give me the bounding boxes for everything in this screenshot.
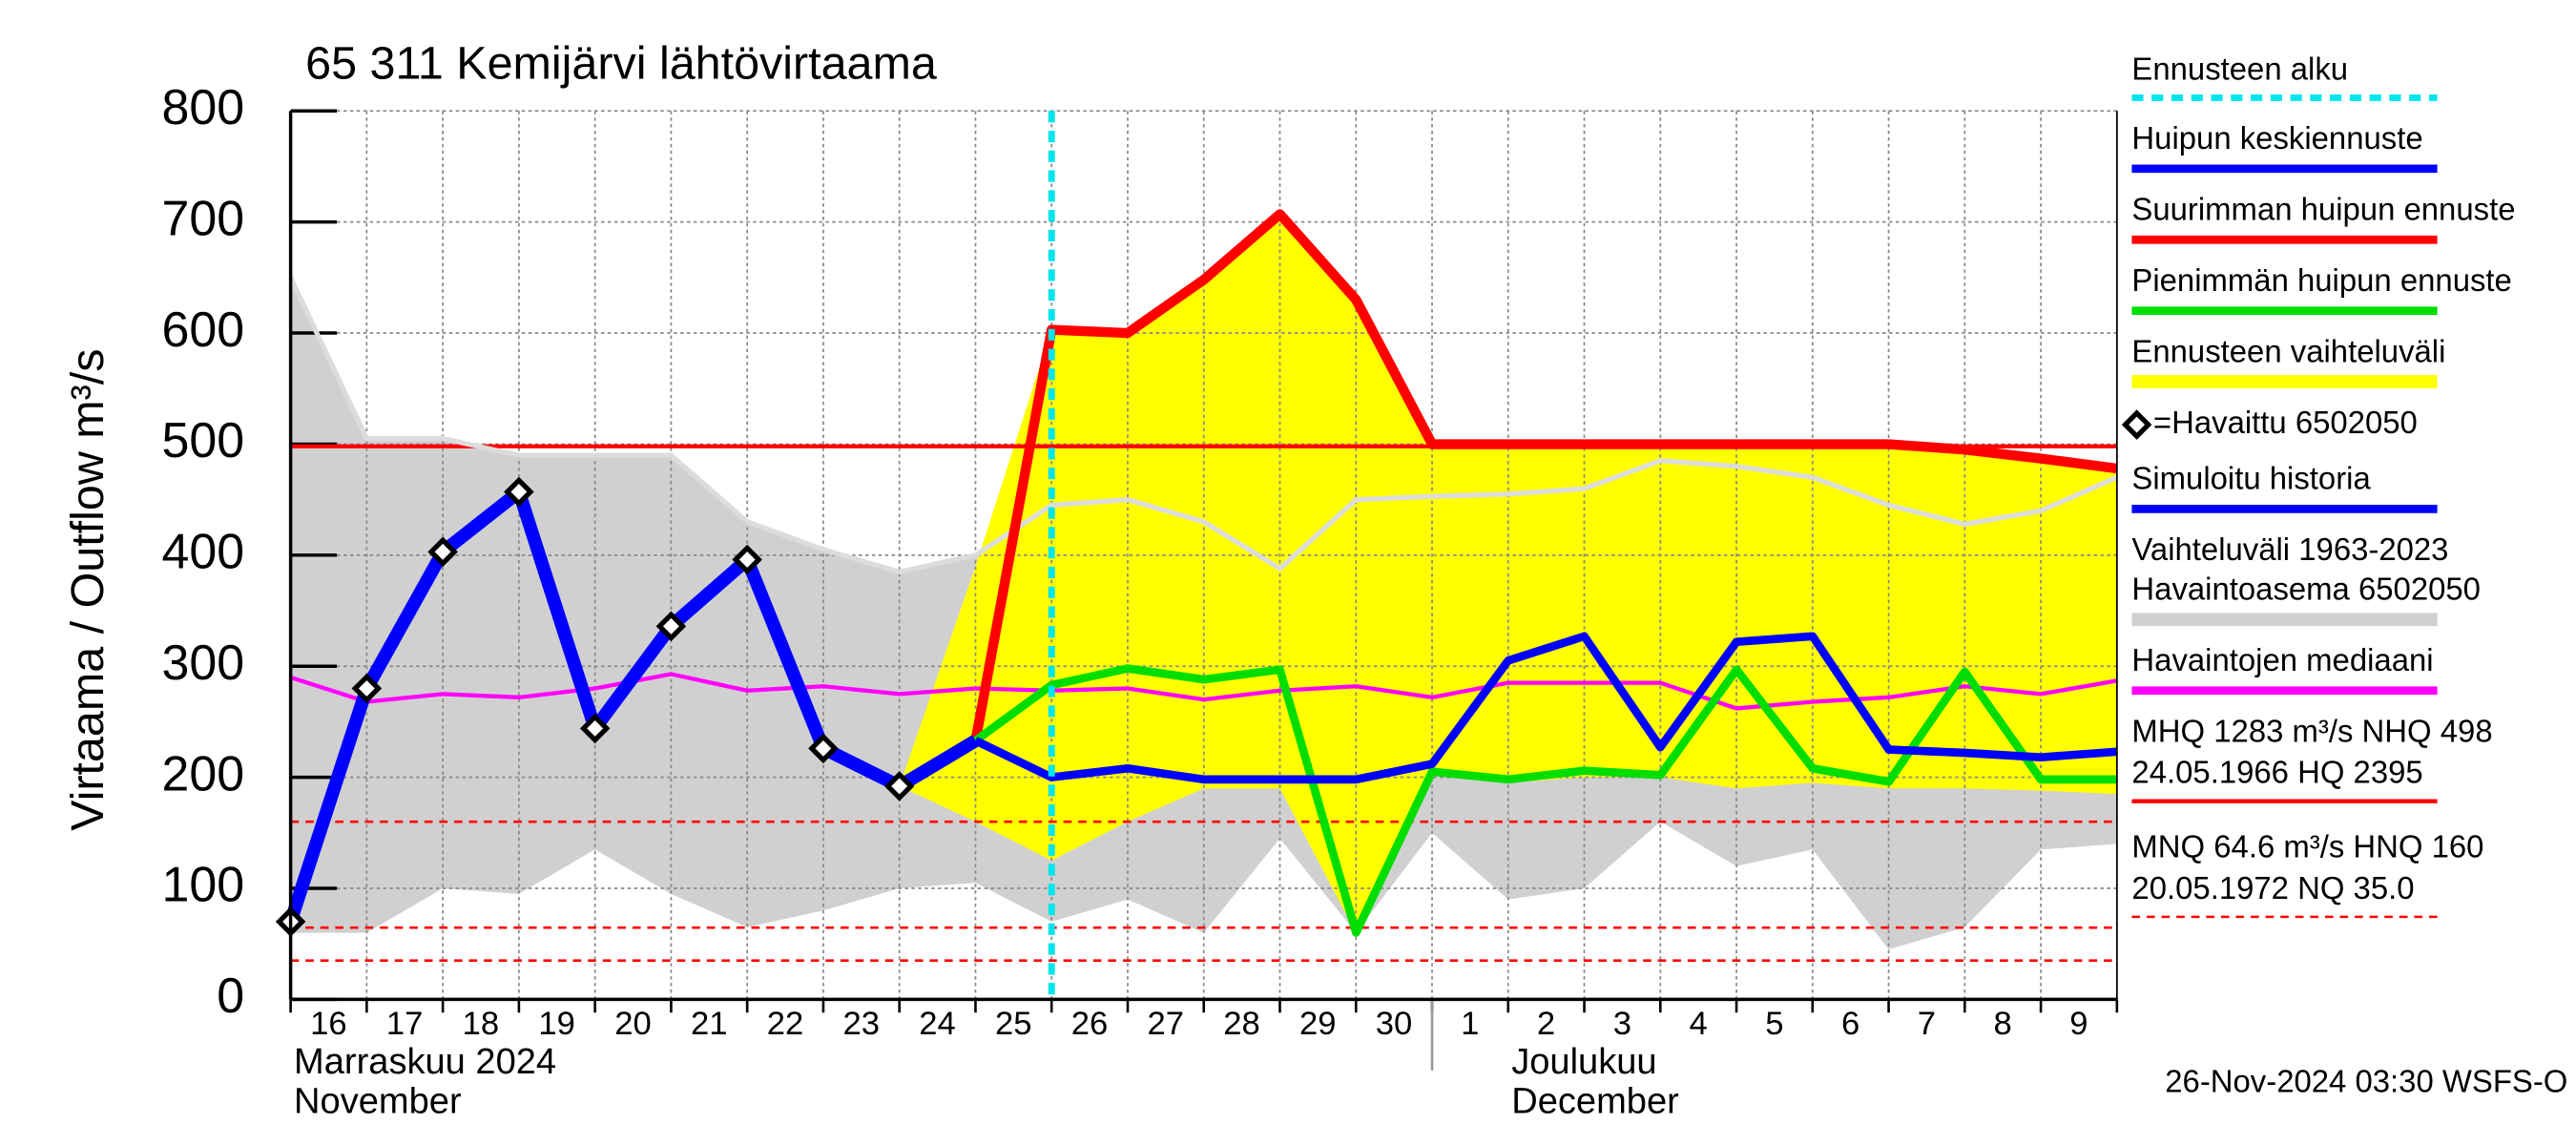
x-tick-label: 25 (995, 1006, 1032, 1042)
legend-label: Huipun keskiennuste (2131, 120, 2422, 156)
y-tick-label: 600 (162, 302, 245, 358)
x-tick-label: 6 (1841, 1006, 1859, 1042)
observation-marker (351, 673, 383, 704)
legend-label: Vaihteluväli 1963-2023 (2131, 531, 2448, 567)
month-label: December (1511, 1082, 1679, 1122)
series-line (970, 209, 2118, 742)
x-tick-label: 3 (1613, 1006, 1631, 1042)
observation-marker (883, 771, 915, 802)
legend-note: MNQ 64.6 m³/s HNQ 160 (2131, 829, 2483, 864)
x-tick-label: 20 (614, 1006, 652, 1042)
series-line (284, 485, 980, 925)
x-tick-label: 4 (1689, 1006, 1707, 1042)
y-tick-label: 400 (162, 525, 245, 580)
observation-marker (732, 544, 762, 575)
legend-note: MHQ 1283 m³/s NHQ 498 (2131, 713, 2492, 748)
month-label: November (294, 1082, 462, 1122)
y-axis-label: Virtaama / Outflow m³/s (62, 349, 114, 831)
y-tick-label: 300 (162, 635, 245, 691)
legend-label: Ennusteen alku (2131, 51, 2348, 86)
x-tick-label: 17 (386, 1006, 423, 1042)
legend-label: Pienimmän huipun ennuste (2131, 262, 2511, 298)
x-tick-label: 19 (538, 1006, 575, 1042)
x-tick-label: 2 (1537, 1006, 1555, 1042)
observation-marker (655, 611, 687, 642)
y-tick-label: 800 (162, 80, 245, 135)
x-tick-label: 28 (1223, 1006, 1260, 1042)
x-tick-label: 9 (2069, 1006, 2088, 1042)
x-tick-label: 26 (1071, 1006, 1109, 1042)
series-line (289, 672, 2118, 711)
x-tick-label: 5 (1765, 1006, 1783, 1042)
x-tick-label: 1 (1461, 1006, 1479, 1042)
x-tick-label: 22 (767, 1006, 804, 1042)
legend-note: 20.05.1972 NQ 35.0 (2131, 870, 2414, 906)
y-tick-label: 200 (162, 746, 245, 802)
chart-title: 65 311 Kemijärvi lähtövirtaama (305, 37, 937, 89)
observation-marker (504, 476, 534, 508)
legend-label: Simuloitu historia (2131, 461, 2371, 496)
observation-marker (427, 536, 458, 568)
legend-label: Havaintoasema 6502050 (2131, 572, 2481, 607)
x-tick-label: 24 (919, 1006, 956, 1042)
y-tick-label: 500 (162, 413, 245, 468)
legend-label: Suurimman huipun ennuste (2131, 192, 2515, 227)
series-line (972, 664, 2117, 937)
y-tick-label: 100 (162, 858, 245, 913)
legend-marker (2121, 409, 2152, 440)
x-tick-label: 21 (691, 1006, 728, 1042)
observation-marker (579, 713, 611, 744)
observation-marker (808, 733, 839, 764)
legend-label: =Havaittu 6502050 (2153, 405, 2418, 440)
legend-note: 24.05.1966 HQ 2395 (2131, 755, 2422, 790)
y-tick-label: 700 (162, 191, 245, 246)
x-tick-label: 8 (1994, 1006, 2012, 1042)
x-tick-label: 23 (842, 1006, 880, 1042)
x-tick-label: 27 (1148, 1006, 1185, 1042)
legend-label: Ennusteen vaihteluväli (2131, 333, 2445, 368)
y-tick-label: 0 (217, 968, 244, 1024)
month-label: Joulukuu (1511, 1042, 1656, 1082)
x-tick-label: 16 (310, 1006, 347, 1042)
x-tick-label: 18 (463, 1006, 499, 1042)
x-tick-label: 30 (1376, 1006, 1413, 1042)
series-line (973, 632, 2118, 784)
month-label: Marraskuu 2024 (294, 1042, 556, 1082)
x-tick-label: 7 (1918, 1006, 1936, 1042)
footer: 26-Nov-2024 03:30 WSFS-O (2165, 1063, 2567, 1098)
range-upper-line (288, 276, 2118, 574)
x-tick-label: 29 (1299, 1006, 1337, 1042)
legend-label: Havaintojen mediaani (2131, 642, 2433, 677)
